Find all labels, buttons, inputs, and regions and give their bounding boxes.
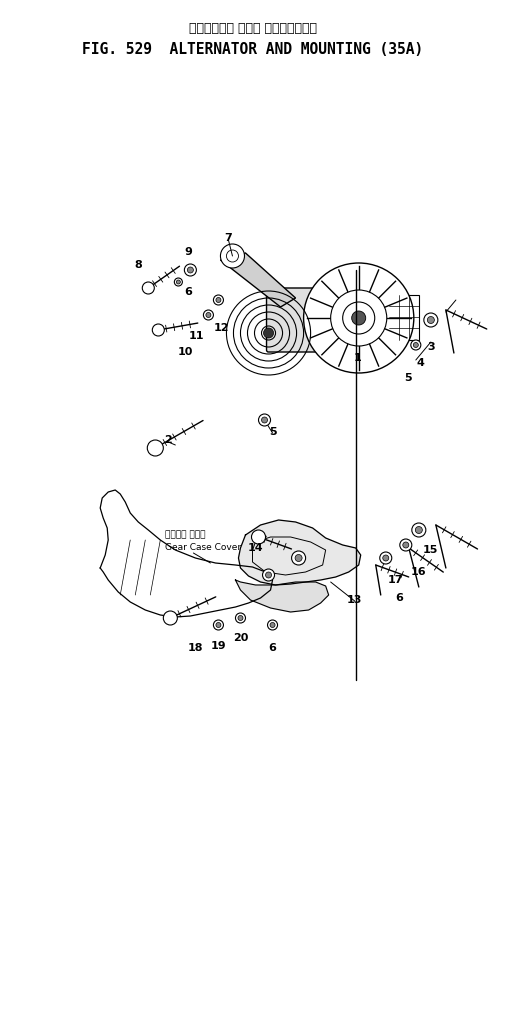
Circle shape <box>163 611 177 625</box>
Circle shape <box>216 297 221 302</box>
Bar <box>388 295 418 340</box>
Text: 6: 6 <box>268 643 276 653</box>
Text: Gear Case Cover: Gear Case Cover <box>165 544 241 553</box>
Circle shape <box>423 313 437 327</box>
Text: 11: 11 <box>188 331 204 341</box>
Text: 4: 4 <box>416 358 424 368</box>
Circle shape <box>152 324 164 336</box>
Text: オルタネータ および マウンティング: オルタネータ および マウンティング <box>189 21 316 34</box>
Circle shape <box>351 311 365 325</box>
Circle shape <box>261 417 267 423</box>
Text: 9: 9 <box>184 247 192 257</box>
Text: FIG. 529  ALTERNATOR AND MOUNTING (35A): FIG. 529 ALTERNATOR AND MOUNTING (35A) <box>82 43 423 58</box>
FancyBboxPatch shape <box>266 288 360 352</box>
Circle shape <box>427 316 433 323</box>
Circle shape <box>262 569 274 581</box>
Text: 10: 10 <box>177 347 193 357</box>
Text: 19: 19 <box>210 641 226 651</box>
Text: 18: 18 <box>187 643 203 653</box>
Text: 15: 15 <box>422 545 438 555</box>
Text: 16: 16 <box>410 567 426 577</box>
Circle shape <box>263 328 273 338</box>
Circle shape <box>382 555 388 561</box>
Polygon shape <box>220 254 295 307</box>
Text: 6: 6 <box>394 593 402 603</box>
Polygon shape <box>235 580 328 612</box>
Circle shape <box>413 343 418 348</box>
Circle shape <box>235 613 245 623</box>
Circle shape <box>142 282 154 294</box>
Circle shape <box>265 572 271 578</box>
Circle shape <box>206 312 211 317</box>
Text: 14: 14 <box>247 544 263 553</box>
Text: 13: 13 <box>346 595 362 605</box>
Text: 2: 2 <box>164 435 172 445</box>
Polygon shape <box>238 520 360 585</box>
Circle shape <box>187 267 193 273</box>
Text: ギャーケ スカパ: ギャーケ スカパ <box>165 530 206 539</box>
Circle shape <box>213 295 223 305</box>
Circle shape <box>379 552 391 564</box>
Circle shape <box>330 290 386 346</box>
Text: 1: 1 <box>353 353 361 363</box>
Text: 5: 5 <box>403 373 411 383</box>
Circle shape <box>203 310 213 320</box>
Text: 6: 6 <box>184 287 192 297</box>
Text: 20: 20 <box>232 633 247 643</box>
Circle shape <box>147 440 163 456</box>
Circle shape <box>303 263 413 373</box>
Text: 17: 17 <box>387 575 402 585</box>
Text: 3: 3 <box>426 342 434 352</box>
Circle shape <box>220 244 244 268</box>
Circle shape <box>270 623 275 628</box>
Circle shape <box>237 615 242 621</box>
Circle shape <box>415 526 422 533</box>
Circle shape <box>402 542 408 548</box>
Text: 5: 5 <box>268 427 276 437</box>
Circle shape <box>291 551 305 565</box>
Circle shape <box>399 539 411 551</box>
Circle shape <box>294 555 301 562</box>
Text: 8: 8 <box>134 260 142 270</box>
Circle shape <box>267 620 277 630</box>
Circle shape <box>213 620 223 630</box>
Circle shape <box>410 340 420 350</box>
Text: 7: 7 <box>224 233 232 243</box>
Circle shape <box>184 264 196 276</box>
Circle shape <box>258 414 270 426</box>
Circle shape <box>411 523 425 537</box>
Text: 12: 12 <box>213 323 229 333</box>
Circle shape <box>342 302 374 334</box>
Circle shape <box>251 530 265 544</box>
Circle shape <box>216 623 221 628</box>
Circle shape <box>174 278 182 286</box>
Circle shape <box>176 280 180 284</box>
Circle shape <box>226 250 238 262</box>
